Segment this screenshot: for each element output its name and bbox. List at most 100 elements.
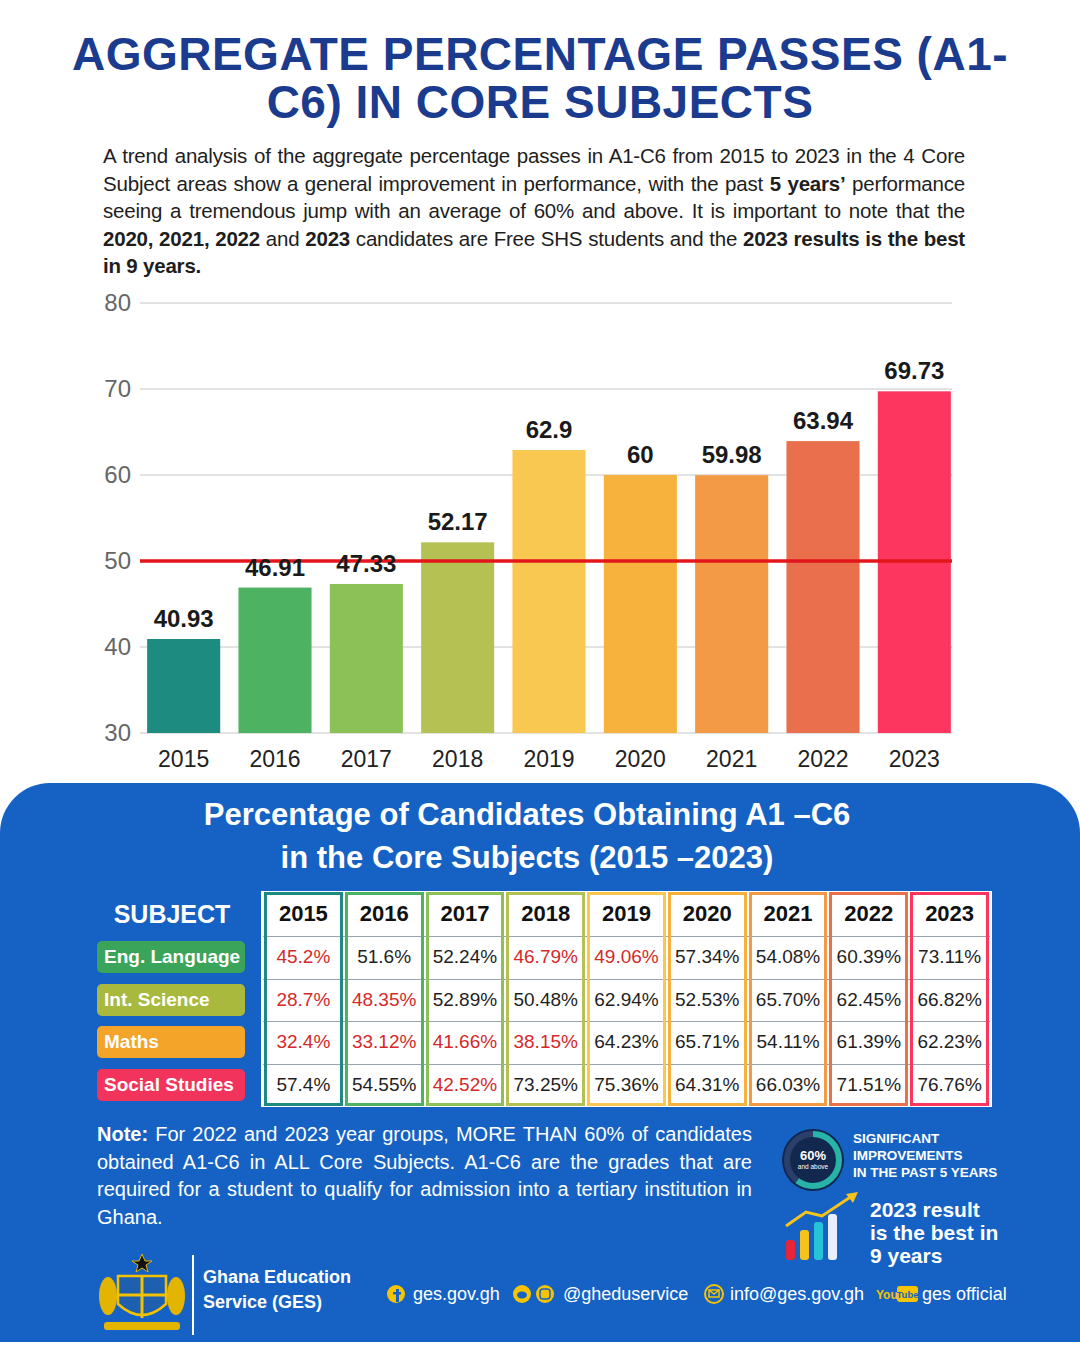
x-tick-label: 2019 [523, 746, 574, 772]
y-tick-label: 60 [104, 461, 131, 488]
arms-cross [141, 1276, 144, 1318]
instagram-glyph [540, 1289, 550, 1299]
footer-link: @gheduservice [563, 1282, 688, 1306]
data-label: 52.17 [428, 508, 488, 535]
arms-star [132, 1254, 152, 1272]
donut-outer [782, 1129, 844, 1191]
arms-eagle [99, 1277, 117, 1315]
row-separator [263, 979, 990, 980]
x-tick-label: 2017 [341, 746, 392, 772]
best-line: 2023 result [870, 1198, 1070, 1221]
intro-segment: 2023 [305, 227, 350, 250]
data-label: 46.91 [245, 554, 305, 581]
twitter-icon [513, 1285, 531, 1303]
table-cell: 48.35% [344, 979, 425, 1022]
grid-line [140, 389, 952, 390]
data-label: 59.98 [702, 441, 762, 468]
arms-ribbon [104, 1322, 180, 1330]
note-segment: For 2022 and 2023 year groups, MORE THAN… [97, 1123, 752, 1228]
arms-eagle [167, 1277, 185, 1315]
table-cell: 46.79% [505, 936, 586, 979]
table-cell: 51.6% [344, 936, 425, 979]
best-line: is the best in [870, 1221, 1070, 1244]
table-cell: 64.31% [667, 1064, 748, 1107]
bar [786, 441, 859, 733]
table-title-line: in the Core Subjects (2015 –2023) [0, 836, 1054, 879]
table-cell: 57.34% [667, 936, 748, 979]
table-cell: 42.52% [425, 1064, 506, 1107]
intro-segment: 2020, 2021, 2022 [103, 227, 260, 250]
best-badge: 2023 resultis the best in9 years [870, 1198, 1070, 1267]
table-cell: 71.51% [828, 1064, 909, 1107]
twitter-glyph [517, 1292, 527, 1299]
table-cell: 54.11% [748, 1021, 829, 1064]
facebook-glyph [393, 1292, 401, 1295]
table-header-cell: 2018 [505, 893, 586, 935]
y-tick-label: 80 [104, 289, 131, 316]
table-cell: 62.45% [828, 979, 909, 1022]
table-header-subject: SUBJECT [97, 893, 247, 935]
plot-area [140, 391, 952, 733]
x-tick-label: 2022 [797, 746, 848, 772]
note-segment: Note: [97, 1123, 148, 1145]
table-cell: 62.94% [586, 979, 667, 1022]
bar [695, 475, 768, 733]
bar [512, 450, 585, 733]
intro-segment: 5 years’ [770, 172, 846, 195]
table-cell: 61.39% [828, 1021, 909, 1064]
table-cell: 52.89% [425, 979, 506, 1022]
table-header-cell: 2015 [263, 893, 344, 935]
table-cell: 66.82% [909, 979, 990, 1022]
organization-line: Ghana Education [203, 1265, 403, 1290]
mail-glyph [709, 1290, 719, 1297]
row-separator [263, 1064, 990, 1065]
row-separator [263, 936, 990, 937]
intro-segment: and [260, 227, 305, 250]
table-cell: 28.7% [263, 979, 344, 1022]
mail-glyph [709, 1290, 719, 1294]
x-tick-label: 2020 [615, 746, 666, 772]
footer-link: ges official [922, 1282, 1007, 1306]
row-separator [263, 1021, 990, 1022]
grid-line [140, 303, 952, 304]
improvement-line: SIGNIFICANT [853, 1130, 1053, 1147]
title: AGGREGATE PERCENTAGE PASSES (A1-C6) IN C… [60, 30, 1020, 126]
bar [421, 542, 494, 733]
instagram-icon [536, 1285, 554, 1303]
data-label: 69.73 [884, 357, 944, 384]
bar [330, 584, 403, 733]
table-cell: 52.24% [425, 936, 506, 979]
footer-divider [192, 1255, 194, 1335]
organization: Ghana EducationService (GES) [203, 1265, 403, 1315]
table-cell: 57.4% [263, 1064, 344, 1107]
table-cell: 38.15% [505, 1021, 586, 1064]
donut-track [787, 1134, 839, 1186]
donut-sublabel: and above [798, 1163, 829, 1170]
table-header-cell: 2020 [667, 893, 748, 935]
table-header-cell: 2019 [586, 893, 667, 935]
trend-arrow-head [846, 1192, 858, 1203]
table-header-cell: 2022 [828, 893, 909, 935]
table-cell: 65.70% [748, 979, 829, 1022]
y-tick-label: 70 [104, 375, 131, 402]
data-label: 60 [627, 441, 654, 468]
table-cell: 62.23% [909, 1021, 990, 1064]
chart: 30405060708040.9346.9147.3352.1762.96059… [0, 0, 1080, 790]
organization-line: Service (GES) [203, 1290, 403, 1315]
trend-bar [814, 1222, 823, 1260]
table-header-cell: 2017 [425, 893, 506, 935]
table-cell: 52.53% [667, 979, 748, 1022]
data-label: 63.94 [793, 407, 854, 434]
table-cell: 65.71% [667, 1021, 748, 1064]
table-cell: 50.48% [505, 979, 586, 1022]
data-label: 62.9 [526, 416, 573, 443]
table-cell: 41.66% [425, 1021, 506, 1064]
table-header-cell: 2021 [748, 893, 829, 935]
y-tick-label: 50 [104, 547, 131, 574]
bar [604, 475, 677, 733]
table-cell: 32.4% [263, 1021, 344, 1064]
improvement-badge: SIGNIFICANTIMPROVEMENTSIN THE PAST 5 YEA… [853, 1130, 1053, 1181]
improvement-line: IMPROVEMENTS [853, 1147, 1053, 1164]
youtube-box [897, 1286, 918, 1302]
table-title: Percentage of Candidates Obtaining A1 –C… [0, 793, 1054, 879]
